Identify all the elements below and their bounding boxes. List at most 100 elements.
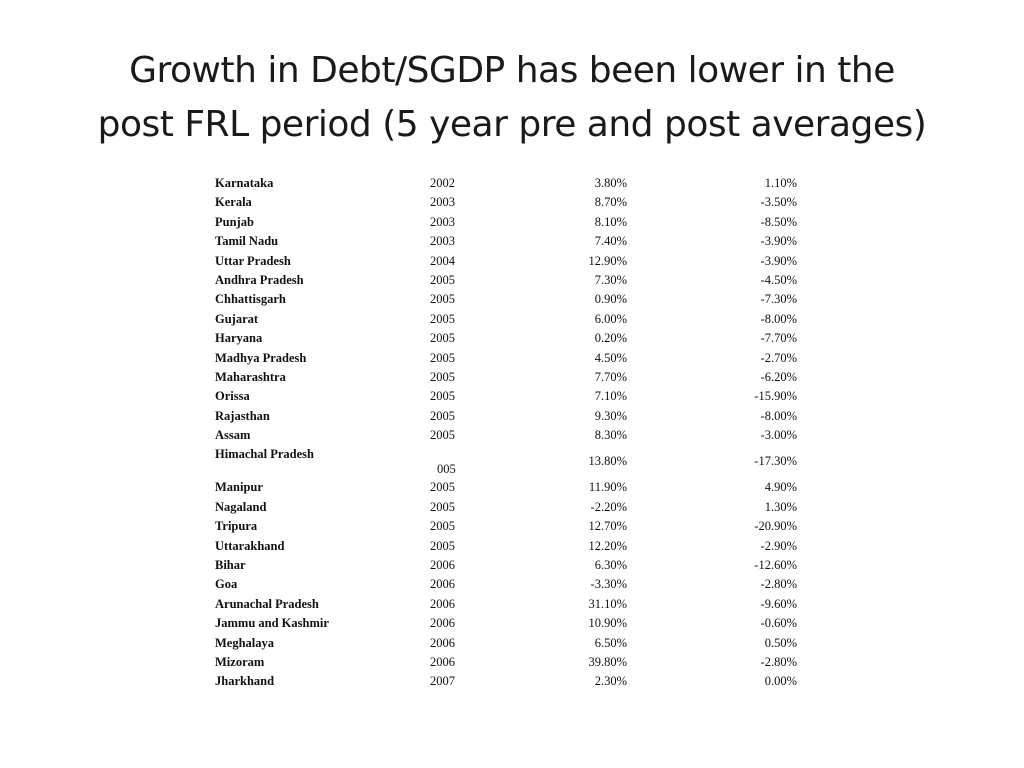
pre-frl-average-cell: 31.10% bbox=[588, 596, 627, 611]
post-frl-average-cell: 1.30% bbox=[764, 499, 797, 514]
slide-title-line-1: Growth in Debt/SGDP has been lower in th… bbox=[129, 50, 895, 91]
pre-frl-average-cell: 8.10% bbox=[594, 214, 627, 229]
table-row: Uttar Pradesh 2004 12.90% -3.90% bbox=[215, 254, 805, 273]
state-name-cell: Meghalaya bbox=[215, 635, 275, 650]
frl-year-cell: 2003 bbox=[430, 234, 455, 249]
state-name-cell: Assam bbox=[215, 428, 251, 443]
slide-title-line-2: post FRL period (5 year pre and post ave… bbox=[97, 104, 927, 145]
table-row: Goa 2006 -3.30% -2.80% bbox=[215, 577, 805, 596]
table-row: Assam 2005 8.30% -3.00% bbox=[215, 428, 805, 447]
frl-year-cell: 2005 bbox=[430, 311, 455, 326]
state-name-cell: Manipur bbox=[215, 480, 263, 495]
frl-year-cell: 2007 bbox=[430, 674, 455, 689]
post-frl-average-cell: -17.30% bbox=[754, 454, 797, 469]
post-frl-average-cell: -2.90% bbox=[760, 538, 797, 553]
state-name-cell: Punjab bbox=[215, 214, 254, 229]
post-frl-average-cell: -7.70% bbox=[760, 331, 797, 346]
table-row: Punjab 2003 8.10% -8.50% bbox=[215, 215, 805, 234]
state-name-cell: Haryana bbox=[215, 331, 263, 346]
table-row: Bihar 2006 6.30% -12.60% bbox=[215, 558, 805, 577]
state-name-cell: Uttar Pradesh bbox=[215, 253, 291, 268]
state-name-cell: Uttarakhand bbox=[215, 538, 285, 553]
table-row: Jharkhand 2007 2.30% 0.00% bbox=[215, 674, 805, 693]
frl-year-cell: 2005 bbox=[430, 389, 455, 404]
pre-frl-average-cell: -2.20% bbox=[590, 499, 627, 514]
frl-year-cell: 2006 bbox=[430, 654, 455, 669]
post-frl-average-cell: -0.60% bbox=[760, 616, 797, 631]
state-name-cell: Tripura bbox=[215, 519, 258, 534]
table-row: Andhra Pradesh 2005 7.30% -4.50% bbox=[215, 273, 805, 292]
pre-frl-average-cell: 0.90% bbox=[594, 292, 627, 307]
frl-year-cell: 2005 bbox=[430, 538, 455, 553]
frl-year-cell: 2004 bbox=[430, 253, 455, 268]
table-row: Karnataka 2002 3.80% 1.10% bbox=[215, 176, 805, 195]
table-row: Mizoram 2006 39.80% -2.80% bbox=[215, 655, 805, 674]
state-name-cell: Tamil Nadu bbox=[215, 234, 279, 249]
state-name-cell: Karnataka bbox=[215, 176, 274, 190]
state-name-cell: Andhra Pradesh bbox=[215, 272, 304, 287]
pre-frl-average-cell: 8.30% bbox=[594, 428, 627, 443]
state-name-cell: Mizoram bbox=[215, 654, 265, 669]
frl-year-cell: 2005 bbox=[430, 369, 455, 384]
pre-frl-average-cell: 7.30% bbox=[594, 272, 627, 287]
pre-frl-average-cell: 6.00% bbox=[594, 311, 627, 326]
pre-frl-average-cell: 0.20% bbox=[594, 331, 627, 346]
pre-frl-average-cell: 8.70% bbox=[594, 195, 627, 210]
table-row: Manipur 2005 11.90% 4.90% bbox=[215, 480, 805, 499]
pre-frl-average-cell: 6.50% bbox=[594, 635, 627, 650]
frl-year-cell: 2006 bbox=[430, 577, 455, 592]
post-frl-average-cell: 0.50% bbox=[764, 635, 797, 650]
state-name-cell: Rajasthan bbox=[215, 408, 270, 423]
post-frl-average-cell: 0.00% bbox=[764, 674, 797, 689]
frl-year-cell: 2005 bbox=[430, 428, 455, 443]
post-frl-average-cell: -2.80% bbox=[760, 654, 797, 669]
post-frl-average-cell: -9.60% bbox=[760, 596, 797, 611]
post-frl-average-cell: -3.50% bbox=[760, 195, 797, 210]
table-row: Arunachal Pradesh 2006 31.10% -9.60% bbox=[215, 597, 805, 616]
pre-frl-average-cell: 2.30% bbox=[594, 674, 627, 689]
pre-frl-average-cell: 6.30% bbox=[594, 558, 627, 573]
table-row: Nagaland 2005 -2.20% 1.30% bbox=[215, 500, 805, 519]
pre-frl-average-cell: 12.20% bbox=[588, 538, 627, 553]
state-name-cell: Kerala bbox=[215, 195, 252, 210]
frl-year-cell: 2005 bbox=[430, 272, 455, 287]
state-name-cell: Himachal Pradesh bbox=[215, 447, 314, 462]
table-row: Rajasthan 2005 9.30% -8.00% bbox=[215, 409, 805, 428]
pre-frl-average-cell: 7.10% bbox=[594, 389, 627, 404]
state-name-cell: Madhya Pradesh bbox=[215, 350, 307, 365]
state-name-cell: Arunachal Pradesh bbox=[215, 596, 319, 611]
pre-frl-average-cell: 4.50% bbox=[594, 350, 627, 365]
pre-frl-average-cell: 12.90% bbox=[588, 253, 627, 268]
slide-title: Growth in Debt/SGDP has been lower in th… bbox=[0, 44, 1024, 152]
post-frl-average-cell: -12.60% bbox=[754, 558, 797, 573]
table-row: Chhattisgarh 2005 0.90% -7.30% bbox=[215, 292, 805, 311]
frl-year-cell: 2006 bbox=[430, 635, 455, 650]
frl-year-cell: 2005 bbox=[430, 292, 455, 307]
post-frl-average-cell: -8.00% bbox=[760, 408, 797, 423]
frl-year-cell: 2003 bbox=[430, 214, 455, 229]
table-row: Madhya Pradesh 2005 4.50% -2.70% bbox=[215, 351, 805, 370]
pre-frl-average-cell: 7.40% bbox=[594, 234, 627, 249]
frl-year-cell: 2005 bbox=[430, 331, 455, 346]
table-row: Kerala 2003 8.70% -3.50% bbox=[215, 195, 805, 214]
frl-year-cell: 2005 bbox=[430, 499, 455, 514]
state-name-cell: Jammu and Kashmir bbox=[215, 616, 329, 631]
pre-frl-average-cell: 39.80% bbox=[588, 654, 627, 669]
post-frl-average-cell: -2.70% bbox=[760, 350, 797, 365]
post-frl-average-cell: -3.90% bbox=[760, 253, 797, 268]
post-frl-average-cell: -3.90% bbox=[760, 234, 797, 249]
post-frl-average-cell: 4.90% bbox=[764, 480, 797, 495]
table-row: Haryana 2005 0.20% -7.70% bbox=[215, 331, 805, 350]
frl-year-cell: 005 bbox=[437, 462, 456, 477]
frl-year-cell: 2005 bbox=[430, 408, 455, 423]
pre-frl-average-cell: 12.70% bbox=[588, 519, 627, 534]
post-frl-average-cell: -6.20% bbox=[760, 369, 797, 384]
table-row: Maharashtra 2005 7.70% -6.20% bbox=[215, 370, 805, 389]
state-name-cell: Gujarat bbox=[215, 311, 259, 326]
post-frl-average-cell: -3.00% bbox=[760, 428, 797, 443]
frl-year-cell: 2005 bbox=[430, 519, 455, 534]
post-frl-average-cell: 1.10% bbox=[764, 176, 797, 190]
pre-frl-average-cell: 13.80% bbox=[588, 454, 627, 469]
table-row: Orissa 2005 7.10% -15.90% bbox=[215, 389, 805, 408]
state-name-cell: Orissa bbox=[215, 389, 250, 404]
